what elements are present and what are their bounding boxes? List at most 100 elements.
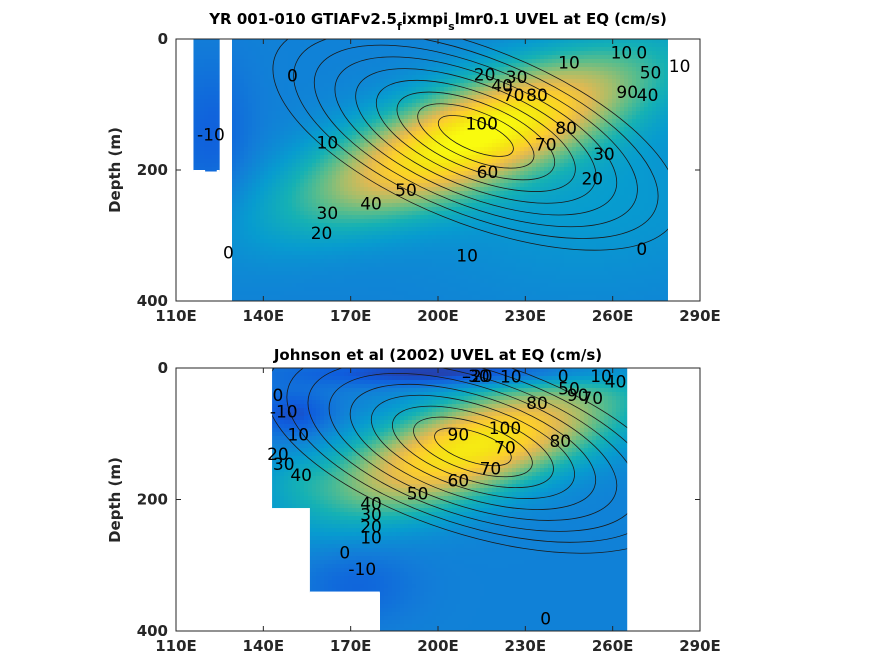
field-cell [196, 143, 201, 148]
field-cell [248, 211, 253, 216]
field-cell [256, 299, 261, 301]
field-cell [260, 259, 265, 264]
field-cell [280, 51, 285, 56]
field-cell [268, 115, 273, 120]
field-cell [512, 71, 517, 76]
field-cell [236, 131, 241, 136]
field-cell [384, 51, 389, 56]
field-cell [400, 83, 405, 88]
field-cell [236, 239, 241, 244]
field-cell [356, 155, 361, 160]
field-cell [472, 171, 477, 176]
field-cell [308, 43, 313, 48]
field-cell [244, 287, 249, 292]
field-cell [372, 87, 377, 92]
field-cell [424, 87, 429, 92]
field-cell [476, 103, 481, 108]
field-cell [436, 227, 441, 232]
field-cell [348, 83, 353, 88]
field-cell [496, 99, 501, 104]
field-cell [236, 267, 241, 272]
field-cell [492, 59, 497, 64]
field-cell [492, 143, 497, 148]
field-cell [376, 67, 381, 72]
field-cell [452, 39, 457, 44]
field-cell [360, 195, 365, 200]
field-cell [328, 75, 333, 80]
field-cell [244, 207, 249, 212]
field-cell [308, 255, 313, 260]
field-cell [452, 295, 457, 300]
field-cell [352, 227, 357, 232]
field-cell [272, 175, 277, 180]
field-cell [440, 191, 445, 196]
field-cell [276, 75, 281, 80]
field-cell [396, 67, 401, 72]
field-cell [340, 87, 345, 92]
field-cell [296, 179, 301, 184]
field-cell [460, 207, 465, 212]
field-cell [264, 47, 269, 52]
field-cell [320, 279, 325, 284]
field-cell [464, 127, 469, 132]
field-cell [376, 135, 381, 140]
field-cell [320, 139, 325, 144]
field-cell [308, 179, 313, 184]
field-cell [312, 175, 317, 180]
field-cell [284, 83, 289, 88]
field-cell [452, 211, 457, 216]
field-cell [412, 179, 417, 184]
field-cell [280, 39, 285, 44]
field-cell [304, 115, 309, 120]
field-cell [448, 51, 453, 56]
field-cell [408, 223, 413, 228]
field-cell [412, 291, 417, 296]
field-cell [308, 267, 313, 272]
field-cell [232, 51, 237, 56]
field-cell [500, 247, 505, 252]
field-cell [276, 143, 281, 148]
field-cell [196, 163, 201, 168]
field-cell [452, 79, 457, 84]
field-cell [436, 143, 441, 148]
field-cell [264, 295, 269, 300]
field-cell [352, 111, 357, 116]
field-cell [512, 259, 517, 264]
field-cell [268, 207, 273, 212]
field-cell [280, 207, 285, 212]
field-cell [204, 139, 209, 144]
field-cell [372, 103, 377, 108]
field-cell [456, 87, 461, 92]
field-cell [292, 147, 297, 152]
field-cell [392, 215, 397, 220]
field-cell [268, 131, 273, 136]
field-cell [320, 275, 325, 280]
field-cell [380, 79, 385, 84]
field-cell [216, 71, 221, 76]
field-cell [504, 155, 509, 160]
field-cell [448, 215, 453, 220]
field-cell [500, 63, 505, 68]
field-cell [400, 115, 405, 120]
field-cell [364, 275, 369, 280]
field-cell [412, 299, 417, 301]
field-cell [360, 91, 365, 96]
field-cell [420, 279, 425, 284]
field-cell [404, 111, 409, 116]
field-cell [400, 143, 405, 148]
field-cell [424, 219, 429, 224]
field-cell [504, 115, 509, 120]
field-cell [412, 211, 417, 216]
field-cell [328, 99, 333, 104]
field-cell [296, 251, 301, 256]
field-cell [244, 255, 249, 260]
field-cell [476, 247, 481, 252]
field-cell [324, 223, 329, 228]
field-cell [416, 279, 421, 284]
field-cell [252, 171, 257, 176]
field-cell [392, 111, 397, 116]
field-cell [352, 159, 357, 164]
field-cell [448, 59, 453, 64]
field-cell [404, 167, 409, 172]
field-cell [396, 195, 401, 200]
